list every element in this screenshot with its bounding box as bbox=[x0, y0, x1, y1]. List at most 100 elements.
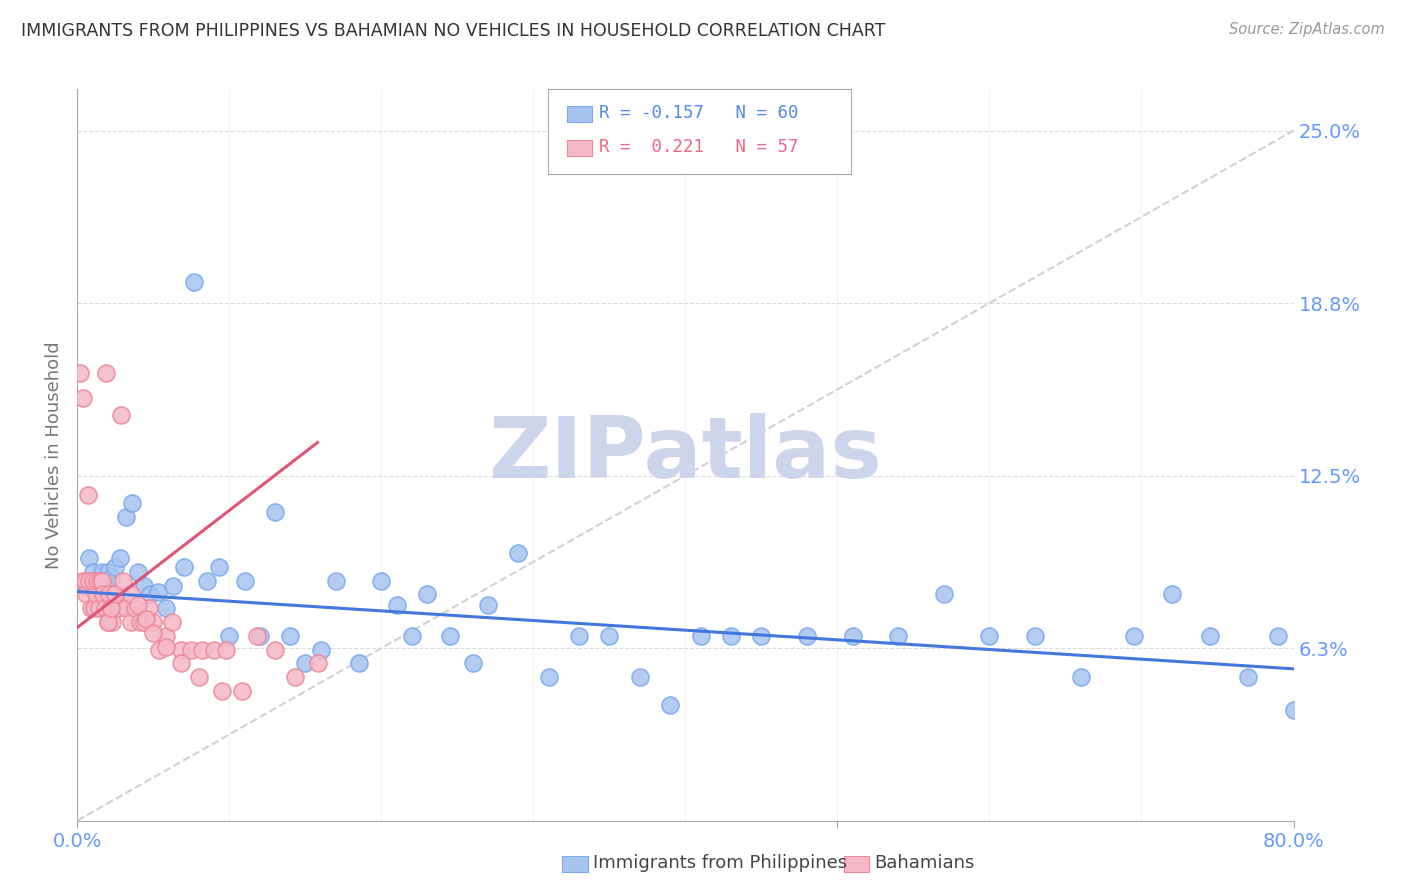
Point bbox=[155, 601, 177, 615]
Point bbox=[127, 599, 149, 613]
Point bbox=[796, 629, 818, 643]
Point bbox=[97, 615, 120, 629]
Point bbox=[188, 670, 211, 684]
Point bbox=[104, 587, 127, 601]
Point bbox=[104, 559, 127, 574]
Point bbox=[160, 615, 183, 629]
Point bbox=[1267, 629, 1289, 643]
Point bbox=[264, 642, 287, 657]
Point bbox=[208, 559, 231, 574]
Point bbox=[120, 615, 142, 629]
Point bbox=[89, 574, 111, 588]
Point bbox=[134, 579, 156, 593]
Point bbox=[138, 601, 160, 615]
Point bbox=[689, 629, 711, 643]
Point bbox=[202, 642, 225, 657]
Point bbox=[309, 642, 332, 657]
Point bbox=[325, 574, 347, 588]
Point bbox=[148, 642, 170, 657]
Point bbox=[233, 574, 256, 588]
Y-axis label: No Vehicles in Household: No Vehicles in Household bbox=[45, 341, 63, 569]
Point bbox=[82, 574, 104, 588]
Point bbox=[107, 601, 129, 615]
Point bbox=[231, 684, 253, 698]
Point bbox=[124, 601, 146, 615]
Point bbox=[72, 392, 94, 406]
Point bbox=[82, 566, 104, 580]
Point bbox=[170, 642, 193, 657]
Point bbox=[104, 587, 127, 601]
Point bbox=[90, 566, 112, 580]
Point bbox=[97, 566, 120, 580]
Point bbox=[180, 642, 202, 657]
Point bbox=[90, 574, 112, 588]
Point bbox=[264, 504, 287, 518]
Point bbox=[170, 657, 193, 671]
Point bbox=[142, 615, 165, 629]
Point bbox=[142, 626, 165, 640]
Text: IMMIGRANTS FROM PHILIPPINES VS BAHAMIAN NO VEHICLES IN HOUSEHOLD CORRELATION CHA: IMMIGRANTS FROM PHILIPPINES VS BAHAMIAN … bbox=[21, 22, 886, 40]
Point bbox=[155, 629, 177, 643]
Point bbox=[79, 574, 101, 588]
Point bbox=[73, 579, 96, 593]
Point bbox=[69, 367, 91, 381]
Point bbox=[211, 684, 233, 698]
Point bbox=[191, 642, 214, 657]
Point bbox=[97, 615, 120, 629]
Point bbox=[84, 587, 107, 601]
Point bbox=[120, 587, 142, 601]
Point bbox=[155, 640, 177, 654]
Point bbox=[659, 698, 682, 712]
Point bbox=[1161, 587, 1184, 601]
Point bbox=[1282, 703, 1305, 717]
Point bbox=[249, 629, 271, 643]
Point bbox=[294, 657, 316, 671]
Point bbox=[115, 601, 138, 615]
Point bbox=[979, 629, 1001, 643]
Text: Source: ZipAtlas.com: Source: ZipAtlas.com bbox=[1229, 22, 1385, 37]
Point bbox=[932, 587, 955, 601]
Point bbox=[79, 551, 101, 566]
Text: R = -0.157   N = 60: R = -0.157 N = 60 bbox=[599, 104, 799, 122]
Point bbox=[115, 510, 138, 524]
Point bbox=[461, 657, 484, 671]
Point bbox=[598, 629, 620, 643]
Point bbox=[73, 574, 96, 588]
Point bbox=[86, 579, 108, 593]
Point bbox=[70, 574, 93, 588]
Point bbox=[720, 629, 742, 643]
Point bbox=[77, 488, 100, 502]
Point bbox=[307, 657, 329, 671]
Point bbox=[370, 574, 392, 588]
Point bbox=[751, 629, 773, 643]
Point bbox=[477, 599, 499, 613]
Point bbox=[401, 629, 423, 643]
Point bbox=[127, 566, 149, 580]
Point bbox=[100, 601, 122, 615]
Point bbox=[93, 579, 115, 593]
Point bbox=[98, 587, 121, 601]
Point bbox=[278, 629, 301, 643]
Point bbox=[93, 601, 115, 615]
Point bbox=[96, 367, 118, 381]
Point bbox=[91, 587, 114, 601]
Point bbox=[121, 496, 143, 510]
Text: ZIPatlas: ZIPatlas bbox=[488, 413, 883, 497]
Point bbox=[83, 601, 105, 615]
Point bbox=[841, 629, 863, 643]
Point bbox=[568, 629, 591, 643]
Point bbox=[887, 629, 910, 643]
Point bbox=[385, 599, 408, 613]
Point bbox=[128, 615, 150, 629]
Point bbox=[100, 601, 122, 615]
Point bbox=[246, 629, 269, 643]
Point bbox=[135, 612, 157, 626]
Point bbox=[100, 571, 122, 585]
Point bbox=[218, 629, 240, 643]
Point bbox=[80, 601, 103, 615]
Point bbox=[173, 559, 195, 574]
Point bbox=[134, 615, 156, 629]
Point bbox=[439, 629, 461, 643]
Point bbox=[108, 551, 131, 566]
Point bbox=[1237, 670, 1260, 684]
